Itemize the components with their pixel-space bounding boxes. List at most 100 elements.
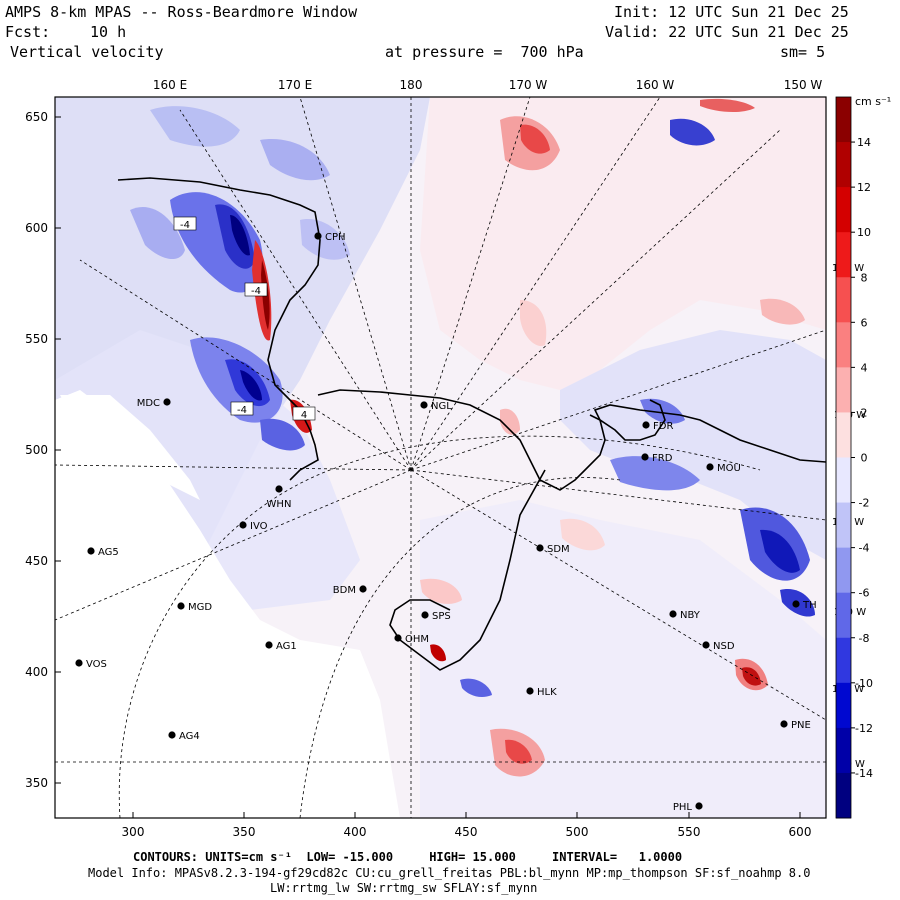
colorbar-segment [836,232,851,278]
station-dot [669,610,677,618]
y-tick-label: 400 [25,665,48,679]
model-info: Model Info: MPASv8.2.3-194-gf29cd82c CU:… [88,866,811,880]
contour-label-box [292,406,316,421]
colorbar-label: -4 [859,542,870,555]
station-dot [265,641,273,649]
forecast-hour: 10 h [90,23,127,41]
plot-frame [54,96,827,819]
station-label: AG4 [179,731,200,742]
colorbar-segment [836,142,851,188]
x-tick-label: 300 [122,825,145,839]
station-markers: CPH MDC NGL WHN IVO AG5 MGD AG1 VOS AG4 BDM SPS OHM H… [75,232,817,813]
colorbar-label: -8 [859,632,870,645]
colorbar-segment [836,367,851,413]
field-layer [55,97,826,818]
station-dot [702,641,710,649]
longitude-label: 160 W [636,78,675,92]
station-label: NGL [431,401,452,412]
station-label: HLK [537,687,557,698]
station-label: FRD [652,453,673,464]
forecast-label: Fcst: [5,23,51,41]
colorbar-segment [836,727,851,774]
init-time: Init: 12 UTC Sun 21 Dec 25 [614,3,849,21]
longitude-labels: 160 E 170 E 180 170 W 160 W 150 W [153,78,823,92]
colorbar-segment [836,457,851,504]
longitude-label: 160 E [153,78,187,92]
contour-label: -4 [180,220,190,231]
contour-label-box [230,401,254,416]
colorbar-label: 6 [861,316,868,329]
colorbar-segment [836,637,851,684]
colorbar-segment [836,412,851,458]
colorbar-segment [836,547,851,594]
station-dot [394,634,402,642]
station-dot [536,544,544,552]
station-dot [421,611,429,619]
y-tick-label: 500 [25,443,48,457]
contour-label-box [173,216,197,231]
x-tick-label: 400 [344,825,367,839]
station-label: AG1 [276,641,297,652]
x-axis: 300 350 400 450 500 550 600 [122,812,812,839]
station-dot [314,232,322,240]
station-label: PNE [791,720,811,731]
longitude-label: 170 W [509,78,548,92]
colorbar-segment [836,97,851,143]
y-tick-label: 600 [25,221,48,235]
station-dot [641,453,649,461]
colorbar-label: -14 [855,767,873,780]
station-label: WHN [267,499,292,510]
station-dot [792,600,800,608]
y-tick-label: 450 [25,554,48,568]
y-tick-label: 350 [25,776,48,790]
colorbar-label: 4 [861,361,868,374]
longitude-label: 170 E [278,78,312,92]
x-tick-label: 550 [678,825,701,839]
colorbar-label: 0 [861,452,868,465]
station-label: TH [802,600,817,611]
colorbar-label: -2 [859,497,870,510]
latlon-grid [55,97,826,818]
station-label: IVO [250,521,268,532]
colorbar-segment [836,277,851,323]
contour-labels: -4 -4 -4 4 [173,216,316,421]
colorbar-segment [836,322,851,368]
station-label: BDM [333,585,356,596]
x-tick-label: 600 [789,825,812,839]
station-label: FDR [653,421,673,432]
station-label: MOU [717,463,741,474]
y-tick-label: 650 [25,110,48,124]
colorbar-label: -6 [859,587,870,600]
station-dot [526,687,534,695]
station-dot [275,485,283,493]
station-dot [177,602,185,610]
colorbar-label: 8 [861,271,868,284]
valid-time: Valid: 22 UTC Sun 21 Dec 25 [605,23,849,41]
station-label: AG5 [98,547,119,558]
inner-longitude-label: 90 W [839,759,865,770]
model-info-2: LW:rrtmg_lw SW:rrtmg_sw SFLAY:sf_mynn [270,881,538,895]
colorbar-label: -10 [855,677,873,690]
station-label: NBY [680,610,701,621]
pressure-level: at pressure = 700 hPa [385,43,584,61]
smoothing-value: sm= 5 [780,43,826,61]
station-dot [706,463,714,471]
station-label: PHL [673,802,693,813]
contour-label: -4 [237,405,247,416]
colorbar-units: cm s⁻¹ [855,95,891,108]
colorbar-segment [836,502,851,549]
station-dot [359,585,367,593]
station-label: CPH [325,232,346,243]
colorbar-label: 12 [857,181,871,194]
station-label: MGD [188,602,212,613]
y-tick-label: 550 [25,332,48,346]
x-tick-label: 500 [566,825,589,839]
station-dot [780,720,788,728]
colorbar-label: -12 [855,722,873,735]
station-label: SDM [547,544,570,555]
station-dot [695,802,703,810]
station-dot [168,731,176,739]
colorbar-segment [836,682,851,729]
colorbar: cm s⁻¹ 14 12 10 8 6 4 2 0 -2 -4 -6 -8 -10 -12 -14 [835,95,891,819]
